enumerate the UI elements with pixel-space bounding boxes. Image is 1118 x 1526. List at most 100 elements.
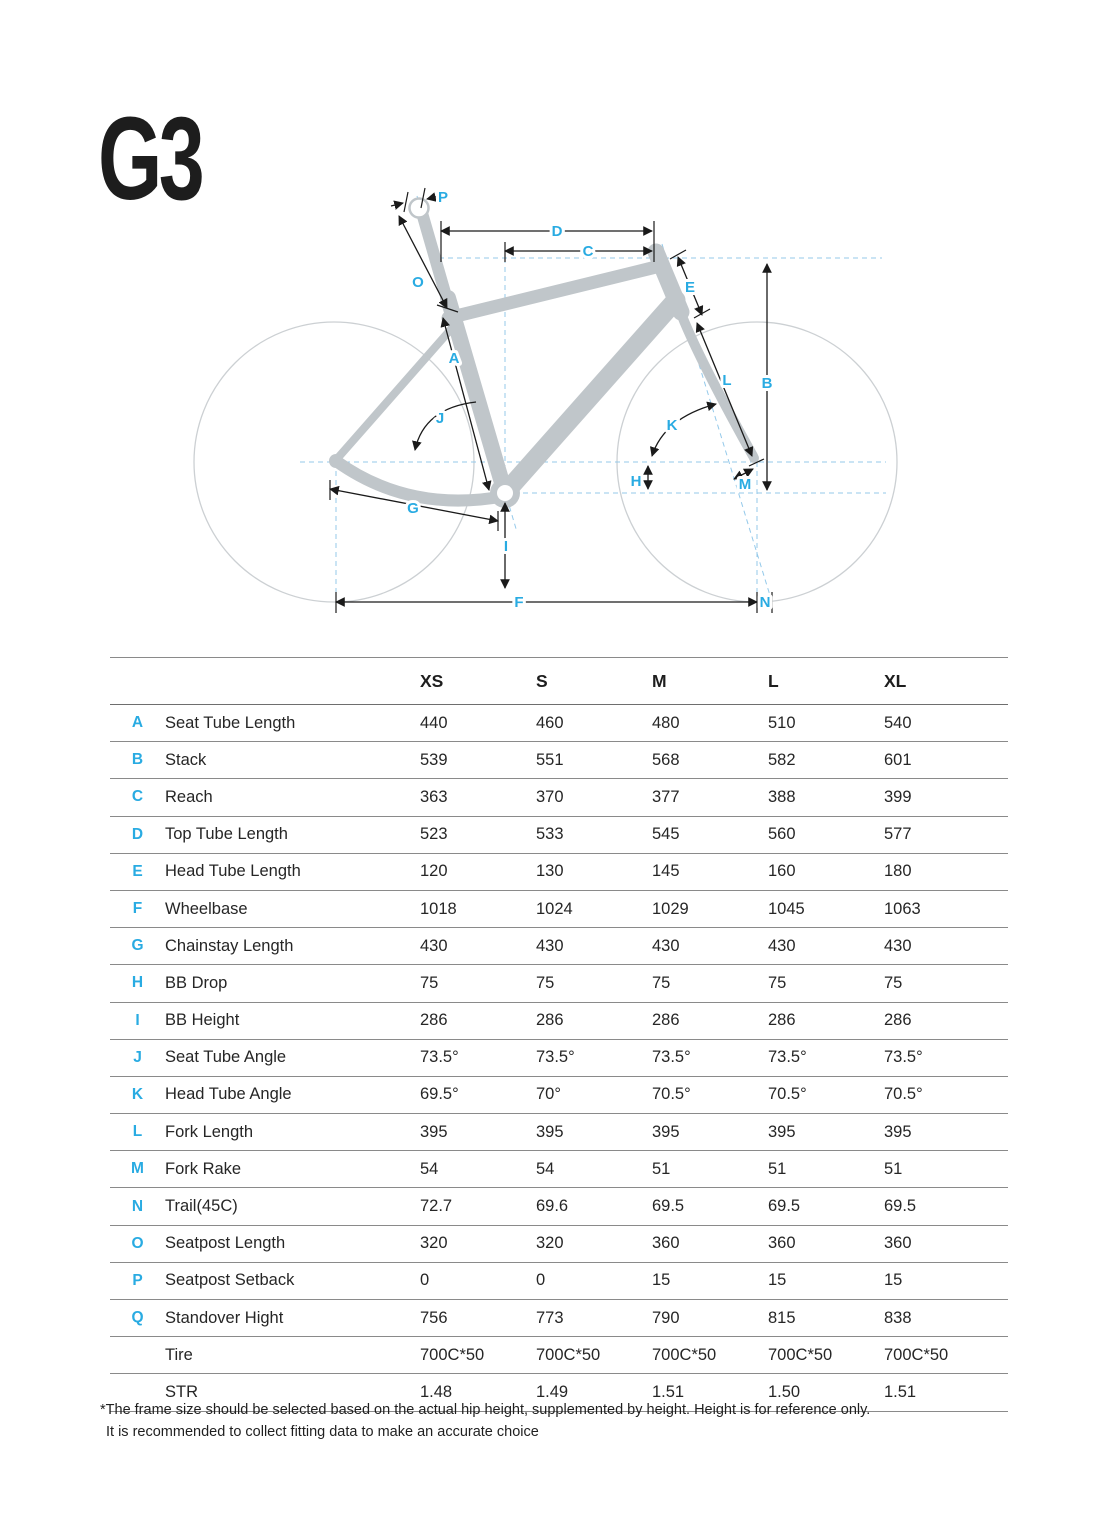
row-value: 75 bbox=[652, 973, 671, 992]
dimension-lines bbox=[329, 187, 773, 613]
row-value: 601 bbox=[884, 750, 912, 769]
table-row: P Seatpost Setback 0 0 15 15 15 bbox=[110, 1263, 1008, 1300]
row-key: P bbox=[132, 1271, 143, 1289]
row-value: 838 bbox=[884, 1308, 912, 1327]
row-key: Q bbox=[131, 1309, 144, 1327]
down-tube bbox=[495, 290, 686, 503]
dim-label-m: M bbox=[739, 476, 752, 493]
row-value: 75 bbox=[884, 973, 903, 992]
table-row: F Wheelbase 1018 1024 1029 1045 1063 bbox=[110, 891, 1008, 929]
row-label: Chainstay Length bbox=[165, 936, 294, 955]
row-key: F bbox=[132, 900, 143, 918]
row-value: 51 bbox=[768, 1159, 787, 1178]
table-row: M Fork Rake 54 54 51 51 51 bbox=[110, 1151, 1008, 1189]
dim-label-h: H bbox=[631, 473, 642, 490]
row-value: 70.5° bbox=[884, 1085, 923, 1104]
row-value: 568 bbox=[652, 750, 680, 769]
row-value: 700C*50 bbox=[420, 1345, 485, 1364]
row-value: 1.48 bbox=[420, 1382, 453, 1401]
table-row: A Seat Tube Length 440 460 480 510 540 bbox=[110, 705, 1008, 743]
size-header: S bbox=[536, 670, 548, 691]
row-key: L bbox=[132, 1123, 143, 1141]
table-row: K Head Tube Angle 69.5° 70° 70.5° 70.5° 70.5° bbox=[110, 1077, 1008, 1115]
footnote-line-2: It is recommended to collect fitting dat… bbox=[106, 1423, 539, 1440]
saddle-clamp bbox=[408, 197, 430, 219]
row-value: 700C*50 bbox=[768, 1345, 833, 1364]
row-value: 360 bbox=[884, 1234, 912, 1253]
row-value: 756 bbox=[420, 1308, 448, 1327]
row-value: 1018 bbox=[420, 899, 457, 918]
row-value: 73.5° bbox=[884, 1048, 923, 1067]
dim-label-c: C bbox=[583, 243, 594, 260]
row-value: 1063 bbox=[884, 899, 921, 918]
row-value: 360 bbox=[652, 1234, 680, 1253]
dim-label-b: B bbox=[762, 375, 773, 392]
row-value: 69.5 bbox=[884, 1197, 917, 1216]
row-value: 73.5° bbox=[652, 1048, 691, 1067]
row-key: D bbox=[131, 825, 144, 843]
row-value: 15 bbox=[884, 1271, 903, 1290]
row-label: Trail(45C) bbox=[165, 1197, 238, 1216]
row-value: 69.5° bbox=[420, 1085, 459, 1104]
row-value: 440 bbox=[420, 713, 448, 732]
dim-label-l: L bbox=[722, 372, 731, 389]
row-key: C bbox=[131, 788, 144, 806]
row-value: 286 bbox=[536, 1011, 564, 1030]
dim-label-k: K bbox=[667, 417, 678, 434]
row-value: 1.51 bbox=[884, 1382, 917, 1401]
row-value: 560 bbox=[768, 825, 796, 844]
seatstay bbox=[332, 324, 456, 464]
dim-label-p: P bbox=[438, 189, 448, 206]
row-value: 73.5° bbox=[536, 1048, 575, 1067]
row-key: K bbox=[131, 1085, 144, 1103]
row-value: 51 bbox=[884, 1159, 903, 1178]
row-key: A bbox=[131, 714, 144, 732]
row-value: 395 bbox=[420, 1122, 448, 1141]
table-row: E Head Tube Length 120 130 145 160 180 bbox=[110, 854, 1008, 891]
table-row: Q Standover Hight 756 773 790 815 838 bbox=[110, 1300, 1008, 1338]
row-value: 0 bbox=[536, 1271, 546, 1290]
size-header: XL bbox=[884, 670, 907, 691]
row-value: 700C*50 bbox=[884, 1345, 949, 1364]
table-row: STR 1.48 1.49 1.51 1.50 1.51 bbox=[110, 1374, 1008, 1412]
row-value: 363 bbox=[420, 787, 448, 806]
head-tube bbox=[647, 243, 690, 321]
row-value: 51 bbox=[652, 1159, 671, 1178]
row-label: Head Tube Angle bbox=[165, 1085, 292, 1104]
size-header: XS bbox=[420, 670, 444, 691]
row-value: 480 bbox=[652, 713, 680, 732]
row-key: E bbox=[132, 862, 143, 880]
table-body: A Seat Tube Length 440 460 480 510 540 B Stack 53… bbox=[110, 705, 1008, 1412]
row-value: 72.7 bbox=[420, 1197, 453, 1216]
row-value: 540 bbox=[884, 713, 912, 732]
row-value: 15 bbox=[652, 1271, 671, 1290]
row-key: N bbox=[131, 1197, 144, 1215]
row-label: Standover Hight bbox=[165, 1308, 284, 1327]
row-value: 539 bbox=[420, 750, 448, 769]
row-value: 1.51 bbox=[652, 1382, 685, 1401]
row-key: M bbox=[131, 1160, 144, 1178]
row-key: G bbox=[131, 937, 144, 955]
size-header: M bbox=[652, 670, 667, 691]
row-value: 773 bbox=[536, 1308, 564, 1327]
dimension-labels: P D C O A E L B J K H M G I F N bbox=[404, 186, 775, 614]
row-value: 395 bbox=[652, 1122, 680, 1141]
row-value: 286 bbox=[768, 1011, 796, 1030]
row-value: 286 bbox=[420, 1011, 448, 1030]
row-value: 180 bbox=[884, 862, 912, 881]
row-label: BB Drop bbox=[165, 973, 228, 992]
row-value: 395 bbox=[536, 1122, 564, 1141]
row-value: 700C*50 bbox=[652, 1345, 717, 1364]
dim-label-f: F bbox=[514, 594, 523, 611]
row-value: 582 bbox=[768, 750, 796, 769]
row-value: 320 bbox=[420, 1234, 448, 1253]
table-row: H BB Drop 75 75 75 75 75 bbox=[110, 965, 1008, 1003]
row-label: Head Tube Length bbox=[165, 862, 301, 881]
geometry-table: XS S M L XL A Seat Tube Length 440 460 480 510 540… bbox=[110, 657, 1008, 1412]
dim-label-g: G bbox=[407, 500, 419, 517]
table-row: D Top Tube Length 523 533 545 560 577 bbox=[110, 817, 1008, 854]
row-value: 70° bbox=[536, 1085, 561, 1104]
row-value: 320 bbox=[536, 1234, 564, 1253]
footnote: *The frame size should be selected based… bbox=[100, 1400, 870, 1444]
